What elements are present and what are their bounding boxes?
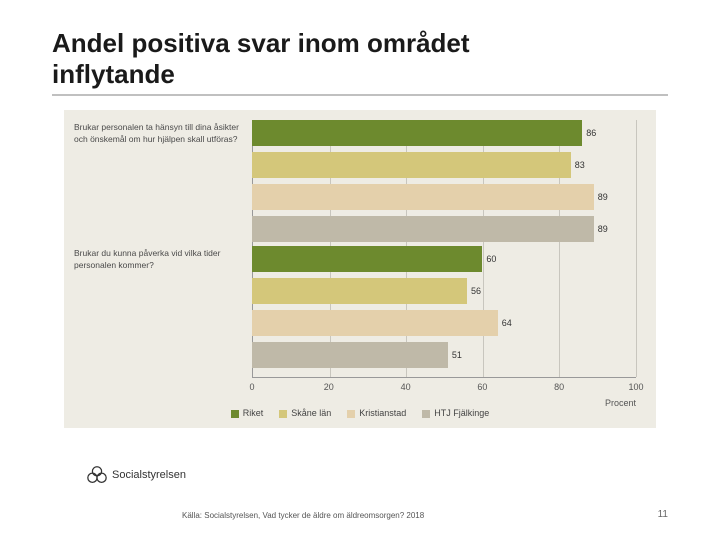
- bar-wrap: 86: [252, 120, 636, 146]
- gridline: [636, 120, 637, 377]
- bar-wrap: 60: [252, 246, 636, 272]
- legend-swatch: [422, 410, 430, 418]
- legend-item: Riket: [231, 408, 264, 418]
- legend-item: Skåne län: [279, 408, 331, 418]
- x-tick: 100: [628, 382, 643, 392]
- footer: Socialstyrelsen Källa: Socialstyrelsen, …: [52, 482, 668, 522]
- legend-swatch: [231, 410, 239, 418]
- bar-value: 89: [598, 192, 608, 202]
- bar: [252, 184, 594, 210]
- x-tick: 80: [554, 382, 564, 392]
- bar-wrap: 89: [252, 216, 636, 242]
- page-number: 11: [658, 509, 668, 520]
- page-title: Andel positiva svar inom området inflyta…: [52, 28, 668, 90]
- logo-text: Socialstyrelsen: [112, 469, 186, 481]
- chart-legend: Riket Skåne län Kristianstad HTJ Fjälkinge: [74, 400, 646, 424]
- source-text: Källa: Socialstyrelsen, Vad tycker de äl…: [182, 511, 424, 520]
- bar: [252, 152, 571, 178]
- x-tick: 60: [477, 382, 487, 392]
- bar-value: 83: [575, 160, 585, 170]
- chart-group: Brukar du kunna påverka vid vilka tider …: [74, 246, 636, 368]
- chart-plot: Procent 020406080100 Brukar personalen t…: [74, 120, 646, 400]
- chart-area: Procent 0 20 40 60 80 100 Brukar personalen t…: [64, 110, 656, 428]
- bar-value: 64: [502, 318, 512, 328]
- group-label: Brukar du kunna påverka vid vilka tider …: [74, 248, 246, 271]
- bar-value: 86: [586, 128, 596, 138]
- legend-label: Kristianstad: [359, 408, 406, 418]
- bar: [252, 310, 498, 336]
- bar-wrap: 83: [252, 152, 636, 178]
- legend-swatch: [347, 410, 355, 418]
- x-tick: 0: [249, 382, 254, 392]
- bar-value: 56: [471, 286, 481, 296]
- bar: [252, 278, 467, 304]
- title-line-1: Andel positiva svar inom området: [52, 28, 470, 58]
- bar-wrap: 89: [252, 184, 636, 210]
- legend-label: HTJ Fjälkinge: [434, 408, 489, 418]
- x-axis-title: Procent: [605, 398, 636, 408]
- group-label: Brukar personalen ta hänsyn till dina ås…: [74, 122, 246, 145]
- chart-group: Brukar personalen ta hänsyn till dina ås…: [74, 120, 636, 242]
- bar: [252, 246, 482, 272]
- x-axis: Procent 020406080100: [252, 378, 636, 400]
- legend-label: Skåne län: [291, 408, 331, 418]
- x-tick: 20: [324, 382, 334, 392]
- bar-wrap: 64: [252, 310, 636, 336]
- bar: [252, 342, 448, 368]
- legend-item: HTJ Fjälkinge: [422, 408, 489, 418]
- bar-value: 51: [452, 350, 462, 360]
- legend-swatch: [279, 410, 287, 418]
- bar: [252, 120, 582, 146]
- bar-value: 60: [486, 254, 496, 264]
- legend-item: Kristianstad: [347, 408, 406, 418]
- title-line-2: inflytande: [52, 59, 175, 89]
- x-tick: 40: [401, 382, 411, 392]
- bar: [252, 216, 594, 242]
- logo-icon: [86, 464, 108, 486]
- bar-wrap: 56: [252, 278, 636, 304]
- bar-value: 89: [598, 224, 608, 234]
- logo: Socialstyrelsen: [86, 464, 186, 486]
- bar-wrap: 51: [252, 342, 636, 368]
- legend-label: Riket: [243, 408, 264, 418]
- title-underline: [52, 94, 668, 96]
